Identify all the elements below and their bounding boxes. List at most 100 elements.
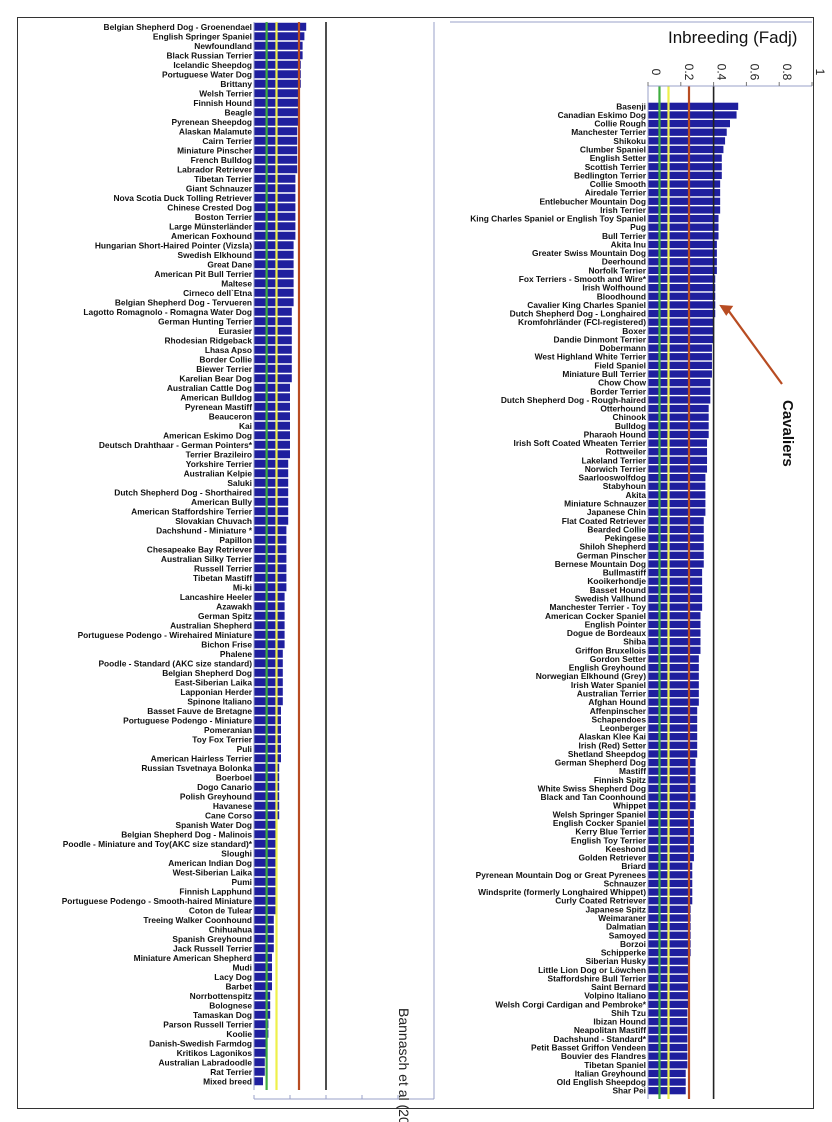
left-category-label: Koolie <box>226 1029 252 1039</box>
left-bar <box>254 203 296 212</box>
left-category-label: Finnish Lapphund <box>179 886 252 896</box>
right-category-label: Golden Retriever <box>579 853 647 863</box>
right-category-label: Miniature Bull Terrier <box>562 369 646 379</box>
right-category-label: Borzoi <box>620 939 646 949</box>
left-bar <box>254 51 303 60</box>
left-bar <box>254 288 294 297</box>
left-category-label: Belgian Shepherd Dog - Malinois <box>121 829 252 839</box>
right-category-label: Samoyed <box>609 930 646 940</box>
left-category-label: Basset Fauve de Bretagne <box>147 706 252 716</box>
left-category-label: American Hairless Terrier <box>151 753 253 763</box>
right-bar <box>648 163 722 171</box>
left-category-label: Rhodesian Ridgeback <box>165 335 253 345</box>
left-bar <box>254 184 296 193</box>
left-bar <box>254 611 285 620</box>
right-category-label: Irish Water Spaniel <box>571 680 646 690</box>
left-category-label: Mi-ki <box>233 582 252 592</box>
right-bar <box>648 871 693 879</box>
right-category-label: Swedish Vallhund <box>575 594 646 604</box>
right-bar <box>648 862 693 870</box>
left-bar <box>254 1010 271 1019</box>
right-category-label: Basset Hound <box>590 585 646 595</box>
left-bar <box>254 431 290 440</box>
left-bar <box>254 1001 271 1010</box>
right-bar <box>648 577 703 585</box>
right-category-label: Leonberger <box>600 723 647 733</box>
left-category-label: Icelandic Sheepdog <box>173 60 252 70</box>
left-bar <box>254 602 285 611</box>
left-category-label: Mixed breed <box>203 1076 252 1086</box>
left-bar <box>254 687 283 696</box>
left-category-label: Nova Scotia Duck Tolling Retriever <box>113 193 252 203</box>
right-category-label: Dobermann <box>599 343 646 353</box>
x-tick-label: 1 <box>813 69 827 76</box>
right-bar <box>648 439 708 447</box>
right-category-label: Irish Soft Coated Wheaten Terrier <box>514 438 647 448</box>
left-reference-lines <box>265 22 327 1090</box>
left-category-label: Deutsch Drahthaar - German Pointers* <box>99 440 253 450</box>
right-bar <box>648 784 696 793</box>
left-category-label: Chinese Crested Dog <box>167 202 252 212</box>
left-category-label: Hungarian Short-Haired Pointer (Vizsla) <box>95 240 252 250</box>
right-bar <box>648 810 694 818</box>
left-category-label: Australian Labradoodle <box>158 1057 252 1067</box>
right-category-label: Bulldog <box>615 421 646 431</box>
left-category-label: Pyrenean Mastiff <box>185 402 252 412</box>
right-bar <box>648 534 704 542</box>
left-category-label: Portuguese Podengo - Wirehaired Miniatur… <box>78 630 253 640</box>
left-category-label: Australian Silky Terrier <box>161 554 253 564</box>
x-tick-label: 0.2 <box>682 64 696 81</box>
left-category-label: Labrador Retriever <box>177 164 253 174</box>
left-category-label: Australian Cattle Dog <box>167 383 252 393</box>
right-category-label: Affenpinscher <box>590 706 647 716</box>
right-bar <box>648 568 703 577</box>
right-bar <box>648 750 698 758</box>
right-bar <box>648 802 696 810</box>
right-bar <box>648 370 712 378</box>
right-bar <box>648 663 699 672</box>
left-category-label: Saluki <box>227 478 252 488</box>
right-bar <box>648 309 716 318</box>
right-bar <box>648 724 698 732</box>
right-bar <box>648 344 712 352</box>
left-category-label: Belgian Shepherd Dog - Groenendael <box>104 22 252 32</box>
right-bar <box>648 707 698 715</box>
left-category-label: Coton de Tulear <box>189 905 253 915</box>
right-bar <box>648 629 701 637</box>
right-bar <box>648 741 698 749</box>
right-bar <box>648 301 716 309</box>
right-bar <box>648 638 701 646</box>
left-bar <box>254 991 271 1000</box>
right-category-label: Saint Bernard <box>591 982 646 992</box>
left-category-label: Pyrenean Sheepdog <box>171 117 252 127</box>
right-category-label: Japanese Spitz <box>585 904 646 914</box>
right-category-label: Dachshund - Standard* <box>553 1034 646 1044</box>
cavaliers-annotation: Cavaliers <box>779 400 796 467</box>
right-category-label: Pyrenean Mountain Dog or Great Pyrenees <box>476 870 647 880</box>
right-bar <box>648 1087 686 1095</box>
right-bar <box>648 603 703 611</box>
left-bar <box>254 488 289 497</box>
left-bar <box>254 1077 263 1086</box>
left-bar <box>254 573 287 582</box>
right-bar <box>648 258 717 266</box>
right-category-label: Collie Smooth <box>590 179 646 189</box>
right-bar <box>648 180 721 188</box>
left-category-label: Slovakian Chuvach <box>175 516 252 526</box>
right-category-label: Windsprite (formerly Longhaired Whippet) <box>478 887 646 897</box>
left-category-label: Biewer Terrier <box>196 364 252 374</box>
x-tick-label: 0.6 <box>747 64 761 81</box>
right-category-label: Pug <box>630 222 646 232</box>
right-bar <box>648 448 708 456</box>
right-category-label: Flat Coated Retriever <box>562 516 647 526</box>
left-category-label: Lancashire Heeler <box>180 592 253 602</box>
right-category-label: English Greyhound <box>569 663 646 673</box>
left-category-label: Beauceron <box>209 411 252 421</box>
left-bar <box>254 326 292 335</box>
right-category-label: Gordon Setter <box>590 654 647 664</box>
right-bar <box>648 499 706 508</box>
right-bar <box>648 361 712 369</box>
left-category-label: Dachshund - Miniature * <box>156 525 253 535</box>
left-bar <box>254 868 276 877</box>
right-bar <box>648 249 717 257</box>
